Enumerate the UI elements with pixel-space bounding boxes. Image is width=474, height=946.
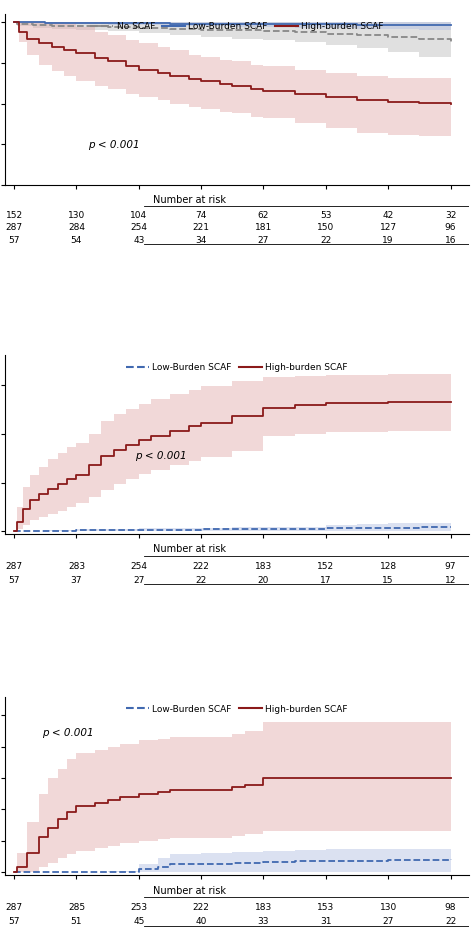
Text: 19: 19 — [383, 236, 394, 245]
Text: 98: 98 — [445, 903, 456, 912]
Text: p < 0.001: p < 0.001 — [42, 727, 93, 738]
Text: 181: 181 — [255, 223, 272, 232]
Text: 31: 31 — [320, 917, 332, 926]
Text: 40: 40 — [195, 917, 207, 926]
Text: 287: 287 — [6, 562, 23, 571]
Text: 12: 12 — [445, 576, 456, 585]
Text: 104: 104 — [130, 211, 147, 219]
Text: 33: 33 — [258, 917, 269, 926]
Text: 57: 57 — [9, 917, 20, 926]
Text: 15: 15 — [383, 576, 394, 585]
Text: 22: 22 — [320, 236, 331, 245]
Text: 153: 153 — [317, 903, 335, 912]
Legend: Low-Burden SCAF, High-burden SCAF: Low-Burden SCAF, High-burden SCAF — [123, 701, 351, 717]
Legend: No SCAF, Low-Burden SCAF, High-burden SCAF: No SCAF, Low-Burden SCAF, High-burden SC… — [87, 19, 387, 35]
Text: 97: 97 — [445, 562, 456, 571]
Text: 128: 128 — [380, 562, 397, 571]
Text: 284: 284 — [68, 223, 85, 232]
Text: 221: 221 — [192, 223, 210, 232]
Text: 222: 222 — [193, 903, 210, 912]
Text: 183: 183 — [255, 903, 272, 912]
Legend: Low-Burden SCAF, High-burden SCAF: Low-Burden SCAF, High-burden SCAF — [123, 359, 351, 377]
Text: 152: 152 — [317, 562, 335, 571]
Text: 222: 222 — [193, 562, 210, 571]
Text: 57: 57 — [9, 236, 20, 245]
Text: 17: 17 — [320, 576, 332, 585]
Text: 287: 287 — [6, 223, 23, 232]
Text: 51: 51 — [71, 917, 82, 926]
Text: p < 0.001: p < 0.001 — [135, 451, 186, 461]
Text: 130: 130 — [68, 211, 85, 219]
Text: 54: 54 — [71, 236, 82, 245]
Text: 183: 183 — [255, 562, 272, 571]
Text: 253: 253 — [130, 903, 147, 912]
Text: 22: 22 — [195, 576, 207, 585]
Text: 37: 37 — [71, 576, 82, 585]
Text: 34: 34 — [195, 236, 207, 245]
Text: 22: 22 — [445, 917, 456, 926]
Text: 254: 254 — [130, 562, 147, 571]
Text: p < 0.001: p < 0.001 — [88, 139, 140, 149]
Text: 57: 57 — [9, 576, 20, 585]
Text: 130: 130 — [380, 903, 397, 912]
Text: 287: 287 — [6, 903, 23, 912]
Text: 43: 43 — [133, 236, 145, 245]
Text: Number at risk: Number at risk — [154, 885, 227, 896]
Text: 42: 42 — [383, 211, 394, 219]
Text: 127: 127 — [380, 223, 397, 232]
Text: 96: 96 — [445, 223, 456, 232]
Text: 27: 27 — [133, 576, 145, 585]
Text: 27: 27 — [258, 236, 269, 245]
Text: Number at risk: Number at risk — [154, 195, 227, 205]
Text: 20: 20 — [258, 576, 269, 585]
Text: 152: 152 — [6, 211, 23, 219]
Text: 254: 254 — [130, 223, 147, 232]
Text: 27: 27 — [383, 917, 394, 926]
Text: 285: 285 — [68, 903, 85, 912]
Text: 16: 16 — [445, 236, 456, 245]
Text: 53: 53 — [320, 211, 332, 219]
Text: 32: 32 — [445, 211, 456, 219]
Text: 45: 45 — [133, 917, 145, 926]
Text: Number at risk: Number at risk — [154, 545, 227, 554]
Text: 74: 74 — [195, 211, 207, 219]
Text: 150: 150 — [317, 223, 335, 232]
Text: 283: 283 — [68, 562, 85, 571]
Text: 62: 62 — [258, 211, 269, 219]
